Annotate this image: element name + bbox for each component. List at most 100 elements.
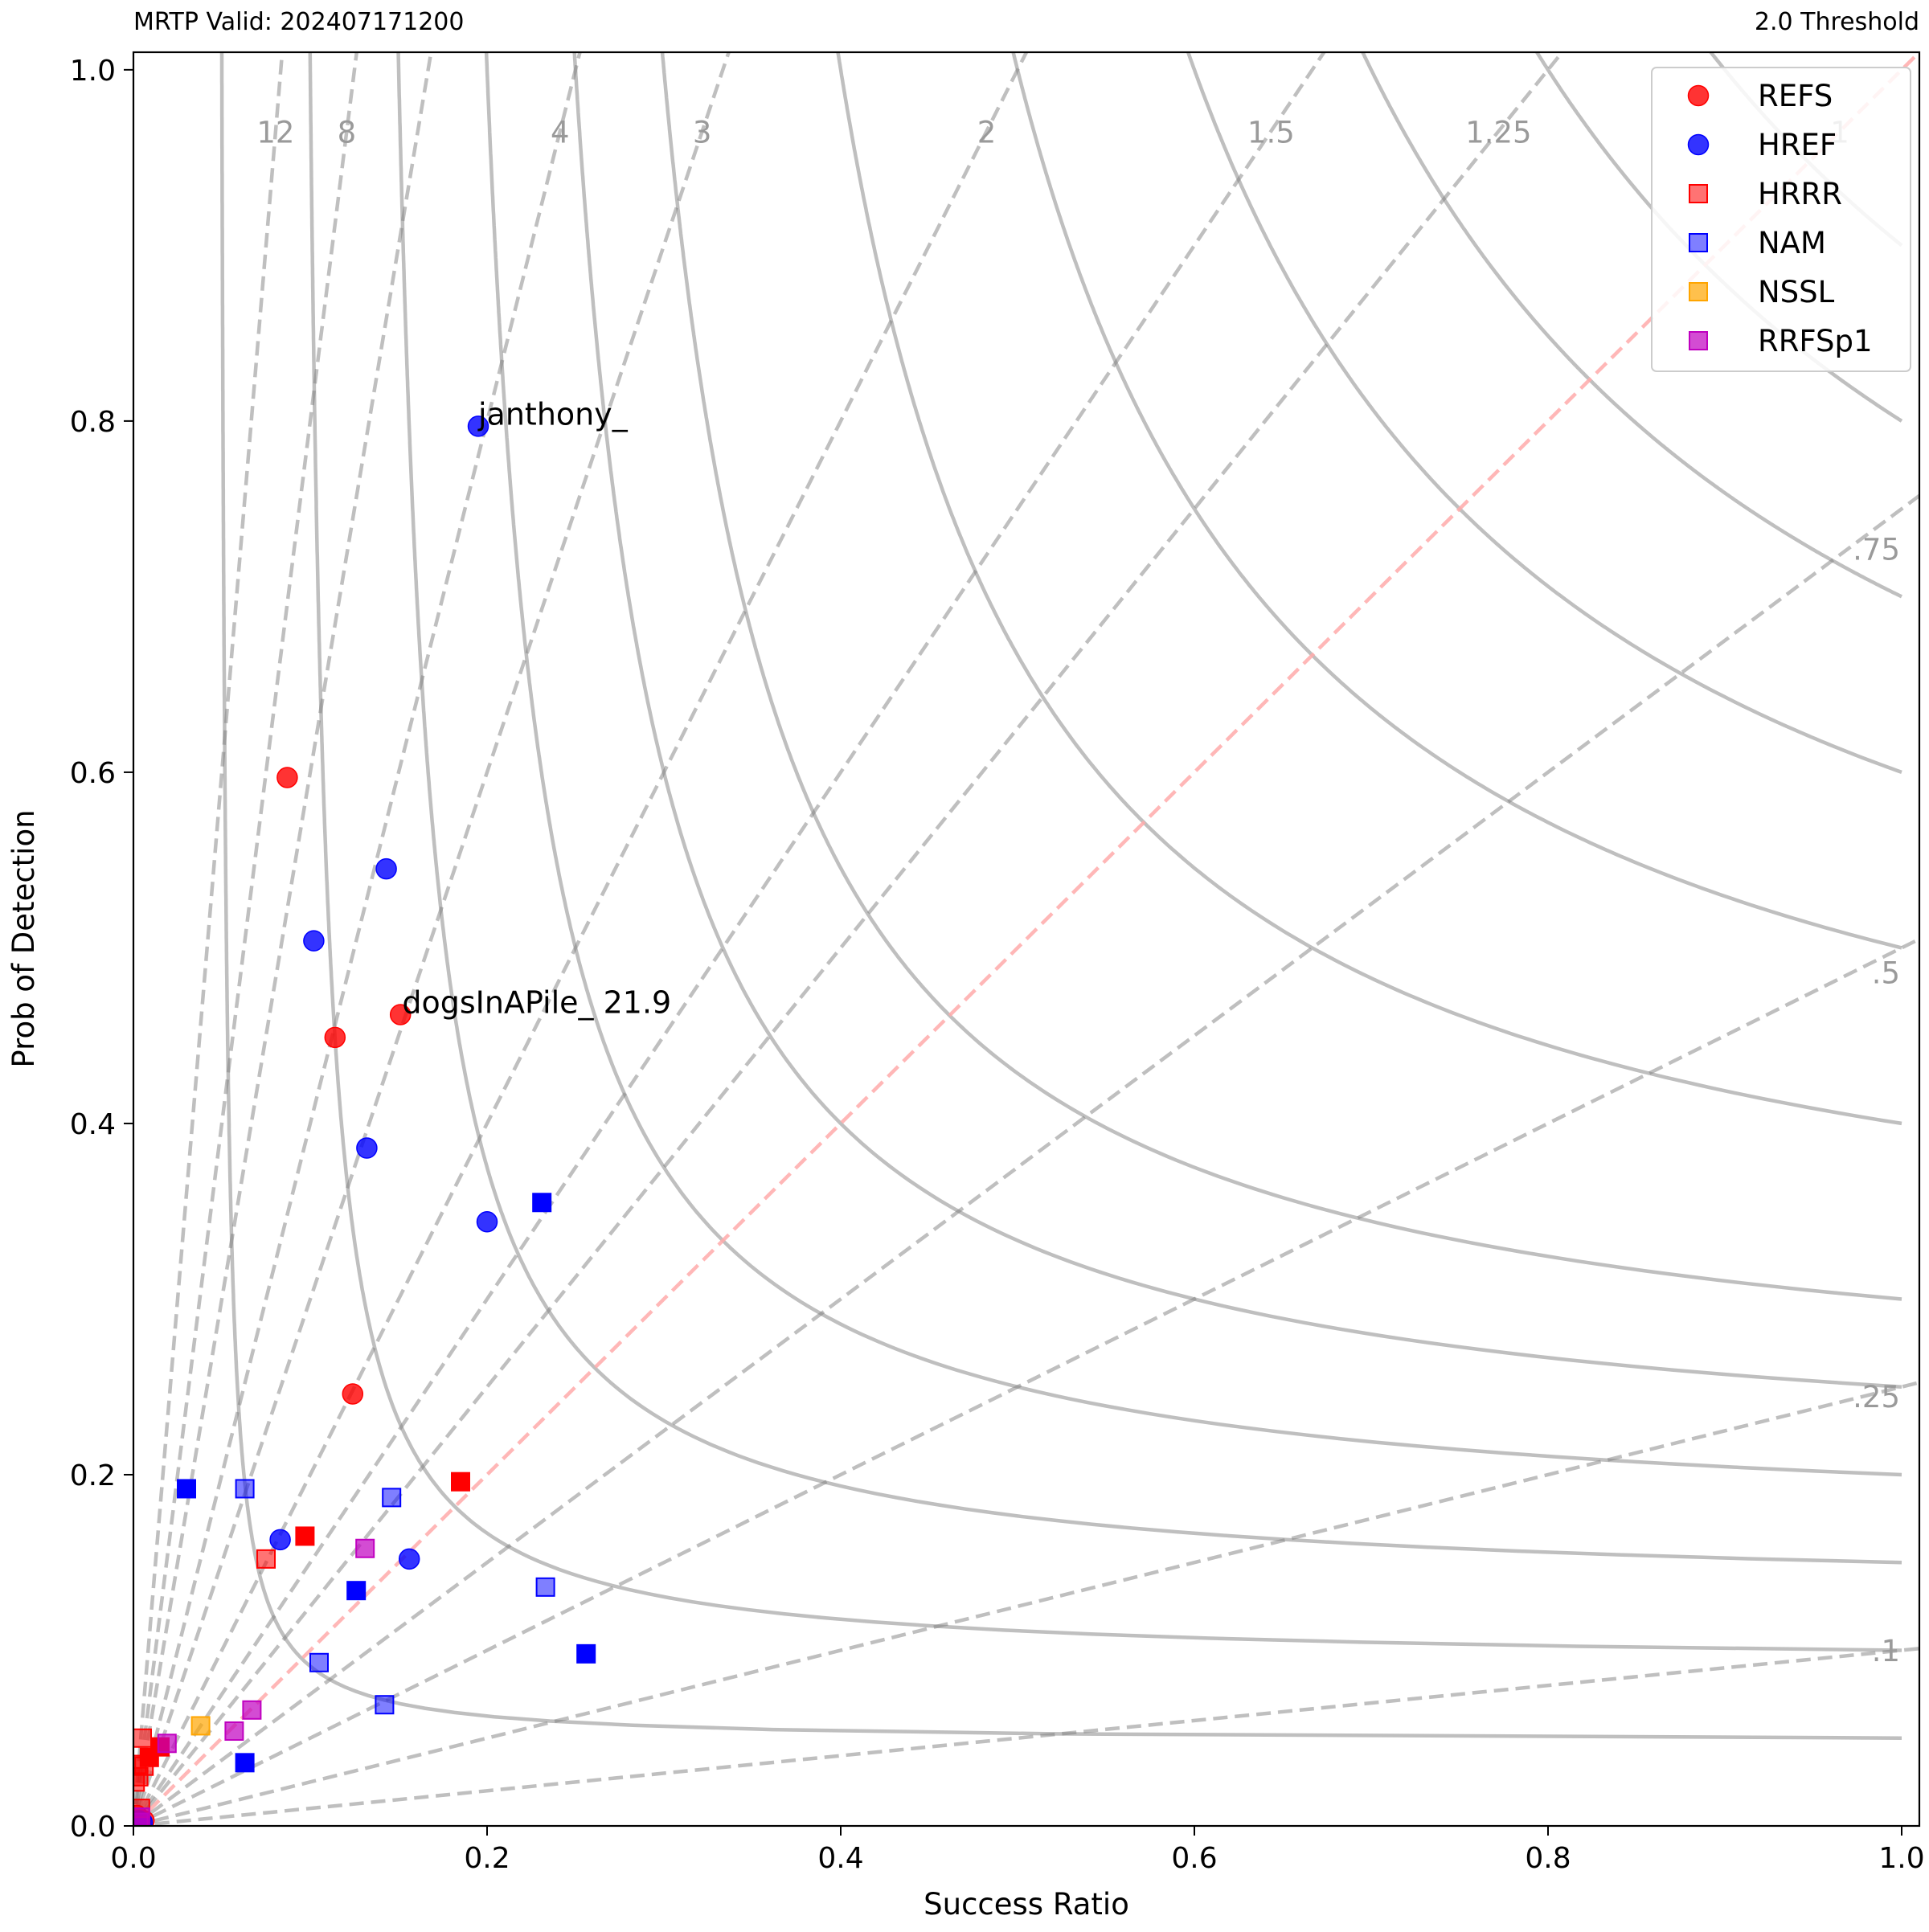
data-point-nam-full bbox=[532, 1193, 552, 1213]
bias-label: 1.5 bbox=[1247, 115, 1295, 149]
bias-line bbox=[133, 493, 1919, 1826]
bias-label: .75 bbox=[1853, 532, 1900, 567]
data-point-nam bbox=[535, 1577, 555, 1597]
legend-label: RRFSp1 bbox=[1758, 324, 1873, 358]
x-tick-label: 0.6 bbox=[1171, 1842, 1217, 1875]
csi-contour bbox=[660, 52, 1902, 1301]
data-point-refs bbox=[276, 767, 298, 788]
legend-label: HREF bbox=[1758, 128, 1837, 162]
data-point-nam bbox=[309, 1652, 329, 1672]
y-tick-label: 0.4 bbox=[70, 1108, 116, 1141]
data-point-nam-full bbox=[177, 1479, 196, 1499]
x-tick-label: 0.2 bbox=[464, 1842, 510, 1875]
bias-label: 3 bbox=[693, 115, 712, 149]
x-axis-ticks: 0.0 0.2 0.4 0.6 0.8 1.0 bbox=[110, 1826, 1925, 1875]
x-tick-label: 0.8 bbox=[1525, 1842, 1571, 1875]
bias-line bbox=[133, 52, 285, 1826]
y-axis-label: Prob of Detection bbox=[6, 809, 41, 1067]
csi-contour bbox=[308, 52, 1902, 1652]
y-tick-label: 0.0 bbox=[70, 1811, 116, 1844]
data-point-rrfsp1 bbox=[157, 1733, 177, 1754]
y-tick-label: 0.2 bbox=[70, 1459, 116, 1492]
data-point-hrrr bbox=[133, 1728, 152, 1748]
x-tick-label: 1.0 bbox=[1878, 1842, 1924, 1875]
bias-line bbox=[133, 1647, 1919, 1826]
csi-contour bbox=[572, 52, 1902, 1389]
bias-label: 1.25 bbox=[1465, 115, 1531, 149]
csi-contour bbox=[396, 52, 1902, 1565]
bias-line bbox=[133, 936, 1919, 1826]
bias-label: 12 bbox=[256, 115, 294, 149]
data-point-href bbox=[269, 1529, 291, 1551]
data-point-rrfsp1 bbox=[224, 1721, 244, 1742]
data-point-nam-full bbox=[576, 1643, 596, 1664]
bias-label: .5 bbox=[1872, 956, 1900, 991]
legend: REFS HREF HRRR NAM NSSL RRFSp1 bbox=[1651, 67, 1911, 372]
data-point-hrrr-full bbox=[451, 1472, 470, 1492]
legend-marker bbox=[1689, 282, 1708, 301]
legend-label: REFS bbox=[1758, 79, 1833, 113]
legend-marker bbox=[1689, 184, 1708, 203]
data-point-nam bbox=[235, 1479, 255, 1499]
y-tick-label: 0.8 bbox=[70, 406, 116, 439]
data-point-refs bbox=[342, 1383, 364, 1405]
data-point-rrfsp1 bbox=[242, 1700, 262, 1720]
csi-contour bbox=[1186, 52, 1902, 775]
csi-contour bbox=[1360, 52, 1903, 599]
data-point-nssl bbox=[190, 1716, 211, 1736]
data-point-rrfsp1 bbox=[133, 1812, 149, 1826]
point-annotation: janthony_ bbox=[477, 396, 629, 432]
legend-marker bbox=[1687, 133, 1710, 156]
data-point-nam bbox=[375, 1695, 395, 1715]
chart-title-left: MRTP Valid: 202407171200 bbox=[133, 8, 464, 36]
bias-line bbox=[133, 52, 1327, 1826]
legend-box bbox=[1651, 67, 1911, 372]
bias-label: .25 bbox=[1853, 1380, 1900, 1414]
x-axis-label: Success Ratio bbox=[924, 1887, 1129, 1922]
legend-marker bbox=[1689, 233, 1708, 252]
data-point-nam-full bbox=[346, 1581, 367, 1601]
data-point-href bbox=[375, 858, 397, 880]
bias-label: .1 bbox=[1872, 1634, 1900, 1668]
data-point-refs bbox=[389, 1004, 412, 1025]
data-point-hrrr bbox=[133, 1766, 149, 1787]
y-tick-label: 1.0 bbox=[70, 55, 116, 88]
y-axis-ticks: 0.0 0.2 0.4 0.6 0.8 1.0 bbox=[70, 55, 133, 1844]
data-point-hrrr-full bbox=[295, 1526, 315, 1546]
point-annotation: dogsInAPile_ 21.9 bbox=[402, 984, 671, 1020]
bias-line bbox=[133, 52, 359, 1826]
csi-contour bbox=[219, 52, 1902, 1740]
bias-line bbox=[133, 1380, 1919, 1826]
csi-contour bbox=[1011, 52, 1902, 950]
bias-line bbox=[133, 52, 1029, 1826]
data-point-href bbox=[476, 1211, 498, 1233]
csi-contour bbox=[484, 52, 1902, 1477]
bias-line bbox=[133, 52, 582, 1826]
data-point-href bbox=[467, 415, 489, 437]
legend-label: HRRR bbox=[1758, 177, 1842, 211]
plot-frame bbox=[132, 51, 1921, 1828]
data-point-refs bbox=[324, 1026, 346, 1049]
csi-contour bbox=[836, 52, 1902, 1126]
legend-marker bbox=[1687, 84, 1710, 107]
bias-label: 2 bbox=[977, 115, 997, 149]
data-point-href bbox=[303, 930, 325, 952]
legend-label: NSSL bbox=[1758, 275, 1835, 309]
data-point-rrfsp1 bbox=[355, 1538, 375, 1558]
legend-marker bbox=[1689, 331, 1708, 350]
legend-label: NAM bbox=[1758, 226, 1826, 260]
data-point-hrrr bbox=[256, 1549, 276, 1569]
bias-label: 4 bbox=[551, 115, 570, 149]
x-tick-label: 0.0 bbox=[110, 1842, 156, 1875]
data-points bbox=[133, 415, 596, 1826]
y-tick-label: 0.6 bbox=[70, 757, 116, 790]
data-point-href bbox=[398, 1548, 420, 1570]
data-point-href bbox=[356, 1137, 378, 1159]
bias-line bbox=[133, 52, 433, 1826]
bias-line bbox=[133, 52, 1565, 1826]
chart-title-right: 2.0 Threshold bbox=[1755, 8, 1919, 36]
data-point-nam-full bbox=[235, 1753, 255, 1773]
